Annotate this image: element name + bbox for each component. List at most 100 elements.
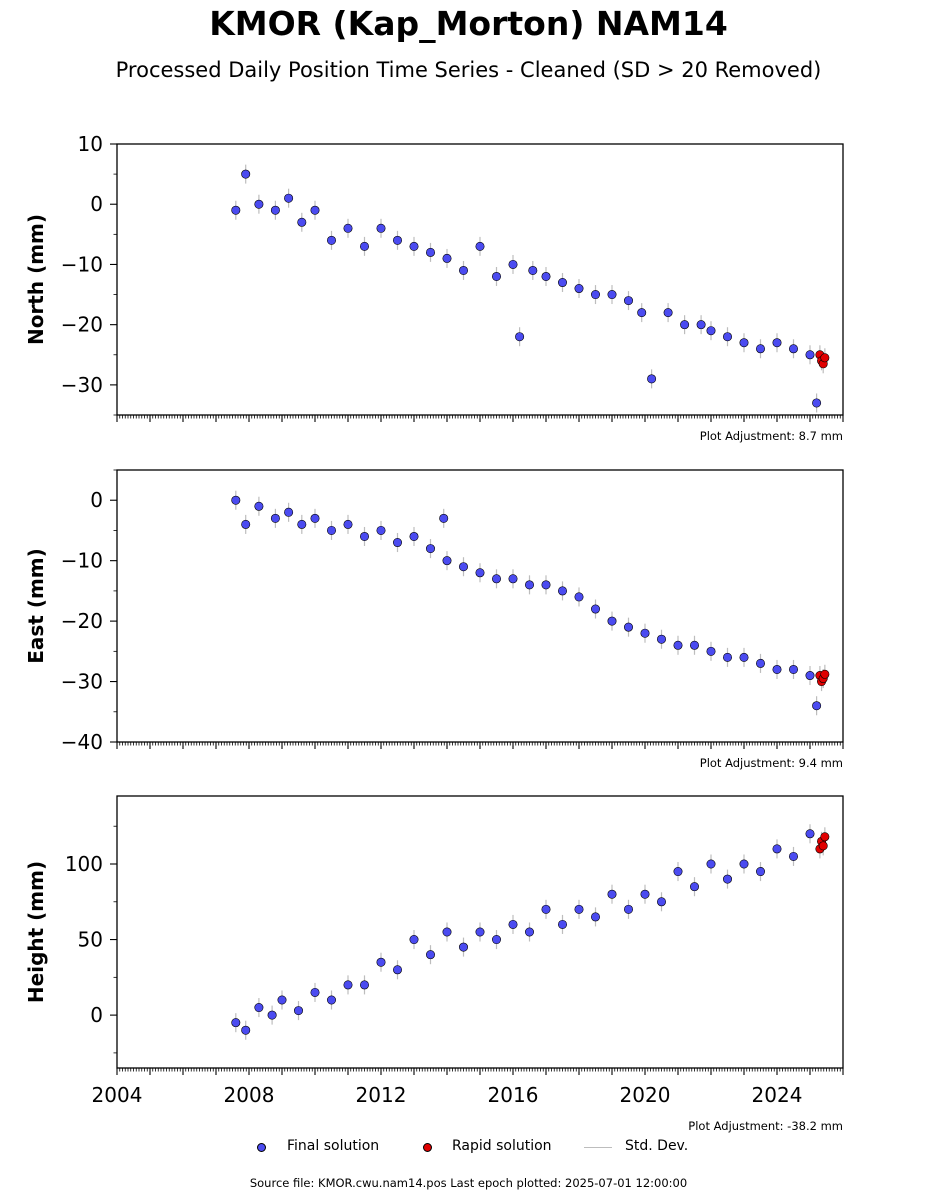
y-tick-label: −20 [61,609,103,633]
final-solution-point [508,919,518,929]
final-solution-point [409,531,419,541]
final-solution-point [772,338,782,348]
final-solution-point [458,562,468,572]
y-tick-label: −30 [61,670,103,694]
final-solution-point [607,616,617,626]
final-solution-point [425,950,435,960]
final-solution-point [663,308,673,318]
final-solution-point [788,664,798,674]
final-solution-point [755,344,765,354]
final-solution-point [376,957,386,967]
rapid-solution-point [820,669,830,679]
final-solution-point [376,525,386,535]
y-tick-label: −40 [61,730,103,754]
final-solution-point [656,897,666,907]
y-tick-label: 0 [90,488,103,512]
final-solution-point [491,935,501,945]
final-solution-point [788,851,798,861]
final-solution-point [739,652,749,662]
final-solution-point [310,987,320,997]
final-solution-point [284,507,294,517]
final-solution-point [706,646,716,656]
final-solution-point [680,320,690,330]
final-solution-point [343,519,353,529]
final-solution-point [270,205,280,215]
final-solution-point [297,519,307,529]
source-footer: Source file: KMOR.cwu.nam14.pos Last epo… [249,1176,688,1190]
final-solution-point [590,604,600,614]
final-solution-point [805,829,815,839]
final-solution-point [254,199,264,209]
final-solution-point [297,217,307,227]
final-solution-point [689,882,699,892]
final-solution-point [343,223,353,233]
final-solution-point [590,912,600,922]
x-tick-label: 2020 [620,1083,671,1107]
final-solution-point [241,169,251,179]
final-solution-point [442,253,452,263]
final-solution-point [442,927,452,937]
final-solution-point [442,556,452,566]
final-solution-point [508,259,518,269]
final-solution-point [805,350,815,360]
final-solution-point [673,640,683,650]
final-solution-point [528,265,538,275]
final-solution-point [310,205,320,215]
final-solution-point [623,904,633,914]
final-solution-point [706,326,716,336]
final-solution-point [574,284,584,294]
final-solution-point [241,1025,251,1035]
final-solution-point [425,544,435,554]
y-tick-label: −30 [61,373,103,397]
final-solution-point [359,241,369,251]
plot-frame [116,143,844,416]
y-axis-label: North (mm) [24,214,48,345]
y-tick-label: −20 [61,313,103,337]
y-axis-label: Height (mm) [24,861,48,1003]
final-solution-point [772,664,782,674]
chart-subtitle: Processed Daily Position Time Series - C… [115,58,822,82]
final-solution-point [515,332,525,342]
final-solution-point [722,332,732,342]
final-solution-point [475,927,485,937]
final-solution-point [425,247,435,257]
y-tick-label: 10 [78,132,103,156]
final-solution-point [293,1006,303,1016]
final-solution-point [812,701,822,711]
final-solution-point [722,874,732,884]
final-solution-point [557,919,567,929]
final-solution-point [409,935,419,945]
y-axis-label: East (mm) [24,548,48,664]
final-solution-point [755,867,765,877]
final-solution-marker [257,1143,266,1152]
final-solution-point [557,586,567,596]
final-solution-point [541,580,551,590]
final-solution-point [637,308,647,318]
final-solution-point [458,265,468,275]
plot-adjustment-label: Plot Adjustment: -38.2 mm [688,1119,843,1133]
x-tick-label: 2008 [224,1083,275,1107]
rapid-solution-point [820,832,830,842]
final-solution-point [439,513,449,523]
final-solution-point [673,867,683,877]
final-solution-point [739,338,749,348]
y-tick-label: 100 [65,852,103,876]
legend-label-stddev: Std. Dev. [625,1138,689,1154]
final-solution-point [231,1018,241,1028]
final-solution-point [392,538,402,548]
final-solution-point [326,995,336,1005]
final-solution-point [359,531,369,541]
y-tick-label: −10 [61,549,103,573]
final-solution-point [557,278,567,288]
final-solution-point [277,995,287,1005]
final-solution-point [310,513,320,523]
final-solution-point [343,980,353,990]
final-solution-point [491,271,501,281]
y-tick-label: 0 [90,1003,103,1027]
stddev-line-marker [584,1147,612,1148]
plot-adjustment-label: Plot Adjustment: 9.4 mm [700,756,843,770]
final-solution-point [392,965,402,975]
final-solution-point [541,904,551,914]
x-tick-label: 2016 [488,1083,539,1107]
